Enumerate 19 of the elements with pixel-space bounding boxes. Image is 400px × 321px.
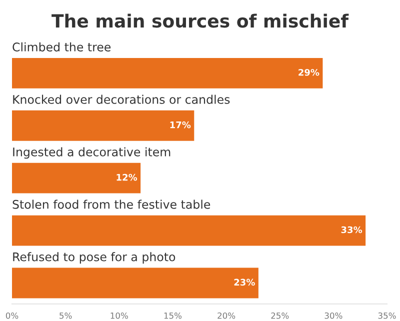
x-tick-label: 35%	[378, 312, 396, 319]
x-tick-label: 15%	[164, 312, 182, 319]
x-tick-label: 5%	[60, 312, 72, 319]
x-tick-label: 0%	[6, 312, 18, 319]
y-tick-label: Stolen food from the festive table	[12, 200, 210, 209]
data-label: 29%	[298, 68, 320, 76]
x-tick-label: 25%	[271, 312, 289, 319]
x-tick-label: 20%	[218, 312, 236, 319]
data-label: 23%	[234, 278, 255, 286]
y-tick-label: Climbed the tree	[12, 42, 111, 52]
x-tick-label: 30%	[324, 312, 342, 319]
y-tick-label: Ingested a decorative item	[13, 147, 170, 159]
data-label: 17%	[170, 121, 191, 128]
data-label: 12%	[116, 174, 138, 181]
y-tick-label: Refused to pose for a photo	[13, 252, 176, 264]
x-tick-label: 10%	[110, 312, 128, 319]
y-tick-label: Knocked over decorations or candles	[13, 94, 230, 104]
data-label: 33%	[341, 226, 362, 234]
chart-title: The main sources of mischief	[52, 14, 349, 28]
